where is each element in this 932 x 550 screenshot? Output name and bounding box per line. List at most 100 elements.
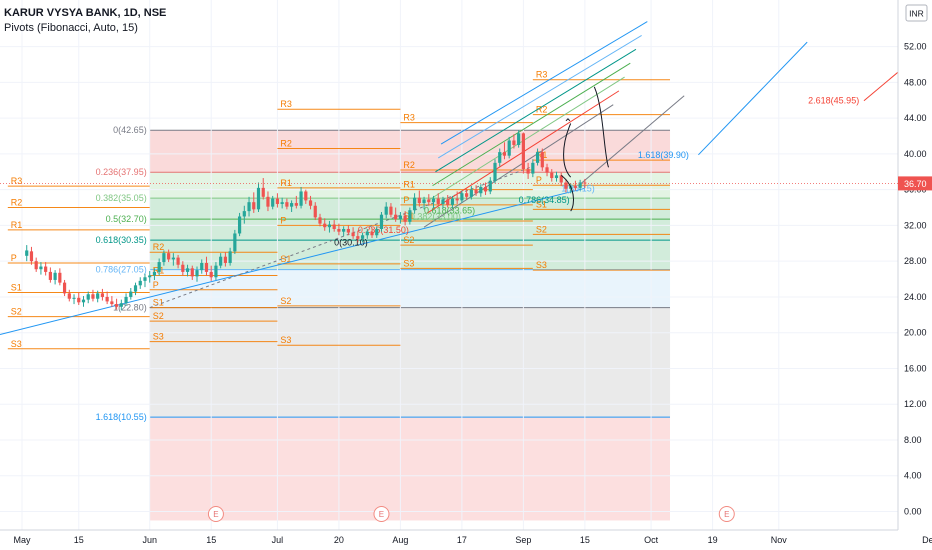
x-tick-label: 15 — [580, 535, 590, 545]
candle-body — [313, 205, 317, 218]
candle-body — [204, 262, 209, 272]
annotation-bracket — [563, 123, 572, 178]
candle-body — [384, 206, 388, 215]
x-tick-label: Sep — [515, 535, 531, 545]
earnings-event-marker[interactable]: E — [718, 506, 735, 522]
earnings-event-marker[interactable]: E — [207, 506, 224, 522]
candle-body — [233, 233, 237, 252]
fib-zone — [149, 130, 671, 173]
x-tick-label: 15 — [206, 535, 216, 545]
candle-body — [96, 293, 100, 299]
trendlines: 1.618(39.90) 2.618(45.95) 0(30.10) 0.236(31… — [0, 21, 903, 335]
candle-body — [129, 291, 133, 297]
indicator-title: Pivots (Fibonacci, Auto, 15) — [4, 22, 138, 34]
candle-body — [526, 169, 530, 174]
candle-body — [256, 187, 261, 210]
candles — [25, 130, 587, 311]
channel-level-label: 1(36.15) — [561, 183, 595, 193]
pivot-label: R1 — [403, 180, 415, 190]
candle-body — [115, 304, 119, 307]
candle-body — [517, 133, 521, 145]
annotation-arrow-down — [560, 174, 575, 212]
x-tick-label: 17 — [457, 535, 467, 545]
pivot-label: R3 — [536, 70, 548, 80]
candle-body — [342, 228, 346, 232]
channel-level-label: 0.618(33.65) — [424, 206, 475, 216]
candle-body — [545, 167, 549, 173]
candle-body — [370, 231, 374, 236]
pivot-label: S3 — [403, 258, 414, 268]
y-tick-label: 48.00 — [904, 77, 927, 87]
pivot-label: R2 — [280, 139, 292, 149]
fib-level-label: 0.618(30.35) — [96, 235, 147, 245]
pivot-label: R2 — [153, 242, 165, 252]
earnings-event-circle — [718, 506, 735, 522]
currency-button — [905, 4, 928, 22]
candle-body — [219, 256, 223, 266]
candle-body — [185, 268, 190, 272]
pivot-label: S2 — [536, 224, 547, 234]
pivots: R3 R2 R1 P S1 S2 S3 R1 R2 P S1 S2 S3 R3 R2 R1 P S1 S2 S3 R3 R… — [7, 70, 671, 350]
x-tick-label: Aug — [392, 535, 408, 545]
candle-body — [299, 191, 303, 206]
pivot-label: S1 — [280, 254, 291, 264]
candle-body — [436, 198, 440, 204]
x-tick-label: Dec — [922, 535, 932, 545]
candle-body — [209, 271, 213, 278]
candle-body — [460, 193, 464, 201]
candle-body — [346, 228, 350, 233]
candle-body — [285, 202, 289, 207]
y-tick-label: 4.00 — [904, 471, 922, 481]
fib-level-label: 1(22.80) — [113, 303, 147, 313]
x-tick-label: 20 — [334, 535, 344, 545]
main-trendline — [0, 187, 585, 335]
candle-body — [403, 215, 407, 222]
dashed-median — [149, 165, 534, 309]
candle-body — [465, 193, 469, 197]
candle-body — [67, 293, 71, 299]
x-tick-label: Oct — [644, 535, 659, 545]
candle-body — [39, 266, 43, 270]
pivot-label: S2 — [280, 296, 291, 306]
candle-body — [427, 199, 431, 203]
candle-body — [493, 162, 497, 181]
candle-body — [573, 186, 578, 188]
y-tick-label: 12.00 — [904, 399, 927, 409]
channel-line — [435, 48, 637, 173]
pivot-label: S2 — [11, 307, 22, 317]
candle-body — [365, 231, 369, 236]
candle-body — [237, 216, 242, 234]
pivot-label: R2 — [536, 105, 548, 115]
candle-body — [34, 261, 38, 270]
candle-body — [62, 282, 67, 294]
candle-body — [578, 182, 582, 188]
time-axis: May15Jun15Jul20Aug17Sep15Oct19NovDec15 — [0, 529, 932, 550]
candle-body — [143, 277, 147, 281]
candle-body — [91, 294, 95, 299]
last-price-tag — [898, 176, 932, 191]
annotations — [560, 86, 609, 212]
candle-body — [271, 198, 275, 207]
candle-body — [162, 253, 166, 263]
candle-body — [332, 224, 336, 229]
candle-body — [152, 271, 157, 276]
candle-body — [148, 275, 152, 278]
channel-outer-line — [579, 95, 685, 185]
extension-label-2618: 2.618(45.95) — [808, 96, 859, 106]
earnings-event-label: E — [213, 510, 218, 519]
earnings-event-marker[interactable]: E — [373, 506, 390, 522]
annotation-arrow-head — [565, 118, 571, 122]
pivot-label: R2 — [11, 198, 23, 208]
candle-body — [554, 175, 559, 179]
candle-body — [360, 235, 365, 239]
candle-body — [564, 182, 568, 189]
candle-body — [86, 294, 90, 300]
candle-body — [417, 197, 421, 204]
pivot-label: P — [403, 195, 409, 205]
candle-body — [502, 152, 507, 156]
fib-level-label: 0.5(32.70) — [106, 214, 147, 224]
pivot-label: P — [153, 280, 159, 290]
candle-body — [583, 182, 587, 184]
x-tick-label: 19 — [708, 535, 718, 545]
